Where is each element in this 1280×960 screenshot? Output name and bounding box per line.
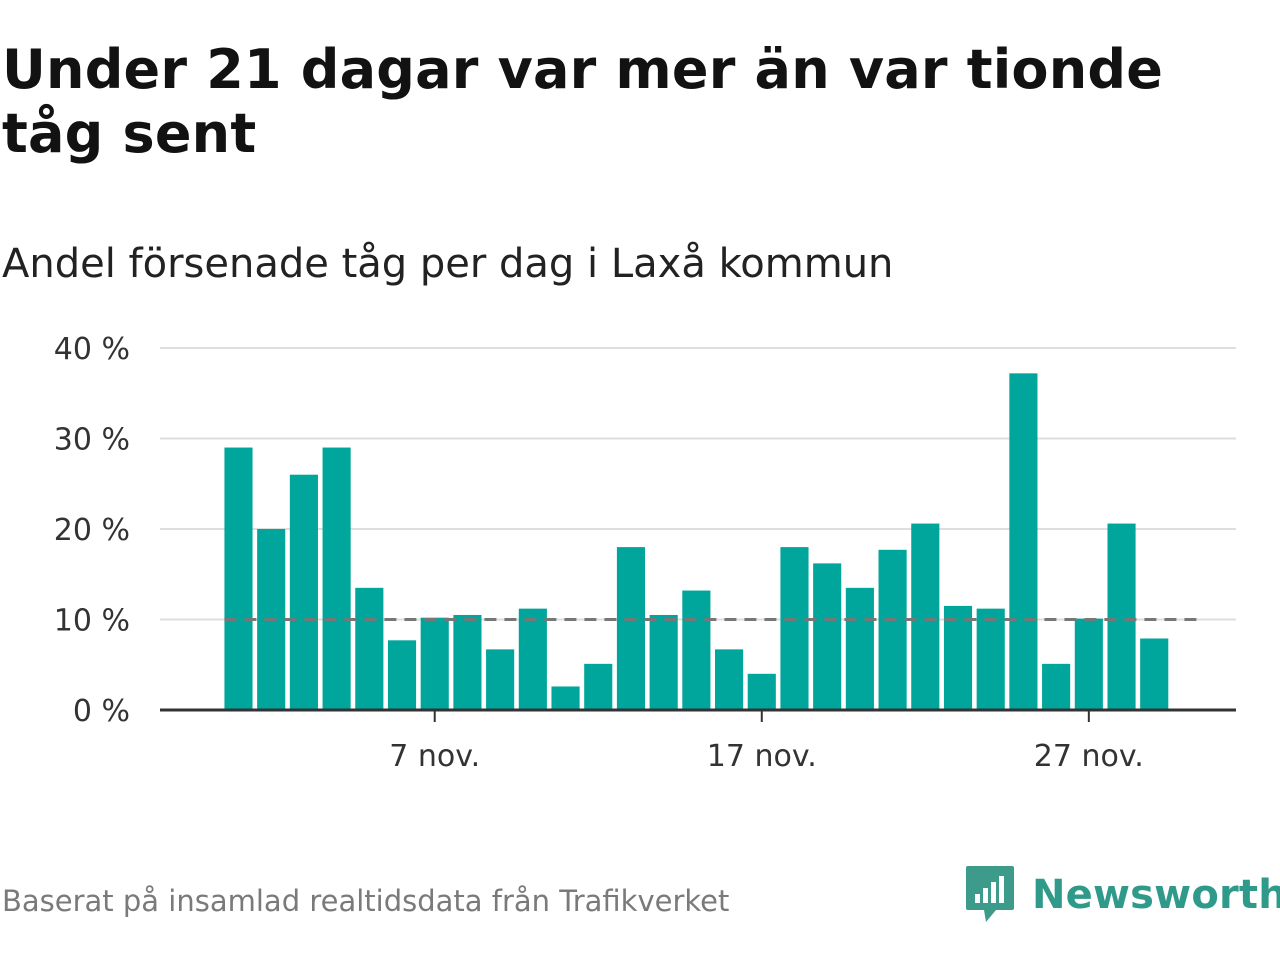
bar — [976, 608, 1005, 710]
brand-logo: Newsworthy — [964, 864, 1280, 926]
bar — [682, 590, 711, 710]
axis-layer: 0 % 10 % 20 % 30 % 40 % 7 nov. 17 nov. 27 nov. — [54, 332, 1236, 774]
x-tick-label: 17 nov. — [707, 739, 817, 774]
newsworthy-logo-icon — [966, 866, 1014, 922]
bar — [518, 608, 547, 710]
bar — [289, 474, 318, 710]
bar-layer — [224, 373, 1169, 710]
bar — [1074, 618, 1103, 710]
bar — [1140, 638, 1169, 710]
bar — [747, 673, 776, 710]
bar — [355, 587, 384, 710]
bar — [551, 686, 580, 710]
bar — [878, 549, 907, 710]
y-tick-label: 40 % — [54, 332, 130, 367]
bar — [813, 563, 842, 710]
y-tick-label: 0 % — [73, 694, 130, 729]
bar — [453, 614, 482, 710]
x-tick-label: 27 nov. — [1034, 739, 1144, 774]
bar — [780, 547, 809, 710]
x-tick-label: 7 nov. — [389, 739, 480, 774]
chart-title: Under 21 dagar var mer än var tionde tåg… — [2, 38, 1164, 165]
grid-layer — [160, 347, 1236, 621]
bar — [616, 547, 646, 710]
bar — [715, 649, 744, 710]
bar — [420, 617, 449, 710]
y-tick-label: 30 % — [54, 423, 130, 458]
bar — [387, 640, 417, 710]
bar — [486, 649, 515, 710]
bar — [584, 663, 613, 710]
bar — [649, 614, 678, 710]
brand-name: Newsworthy — [1032, 872, 1280, 918]
bar — [1107, 523, 1136, 710]
source-note: Baserat på insamlad realtidsdata från Tr… — [2, 884, 730, 918]
bar — [224, 447, 253, 710]
bar — [1009, 373, 1038, 710]
bar — [911, 523, 940, 710]
bar-chart: 0 % 10 % 20 % 30 % 40 % 7 nov. 17 nov. 27 nov. — [54, 332, 1236, 774]
chart-subtitle: Andel försenade tåg per dag i Laxå kommu… — [2, 241, 894, 287]
bar — [943, 605, 973, 710]
y-tick-label: 20 % — [54, 513, 130, 548]
y-tick-label: 10 % — [54, 604, 130, 639]
bar — [845, 587, 874, 710]
bar — [1042, 663, 1071, 710]
bar — [322, 447, 351, 710]
